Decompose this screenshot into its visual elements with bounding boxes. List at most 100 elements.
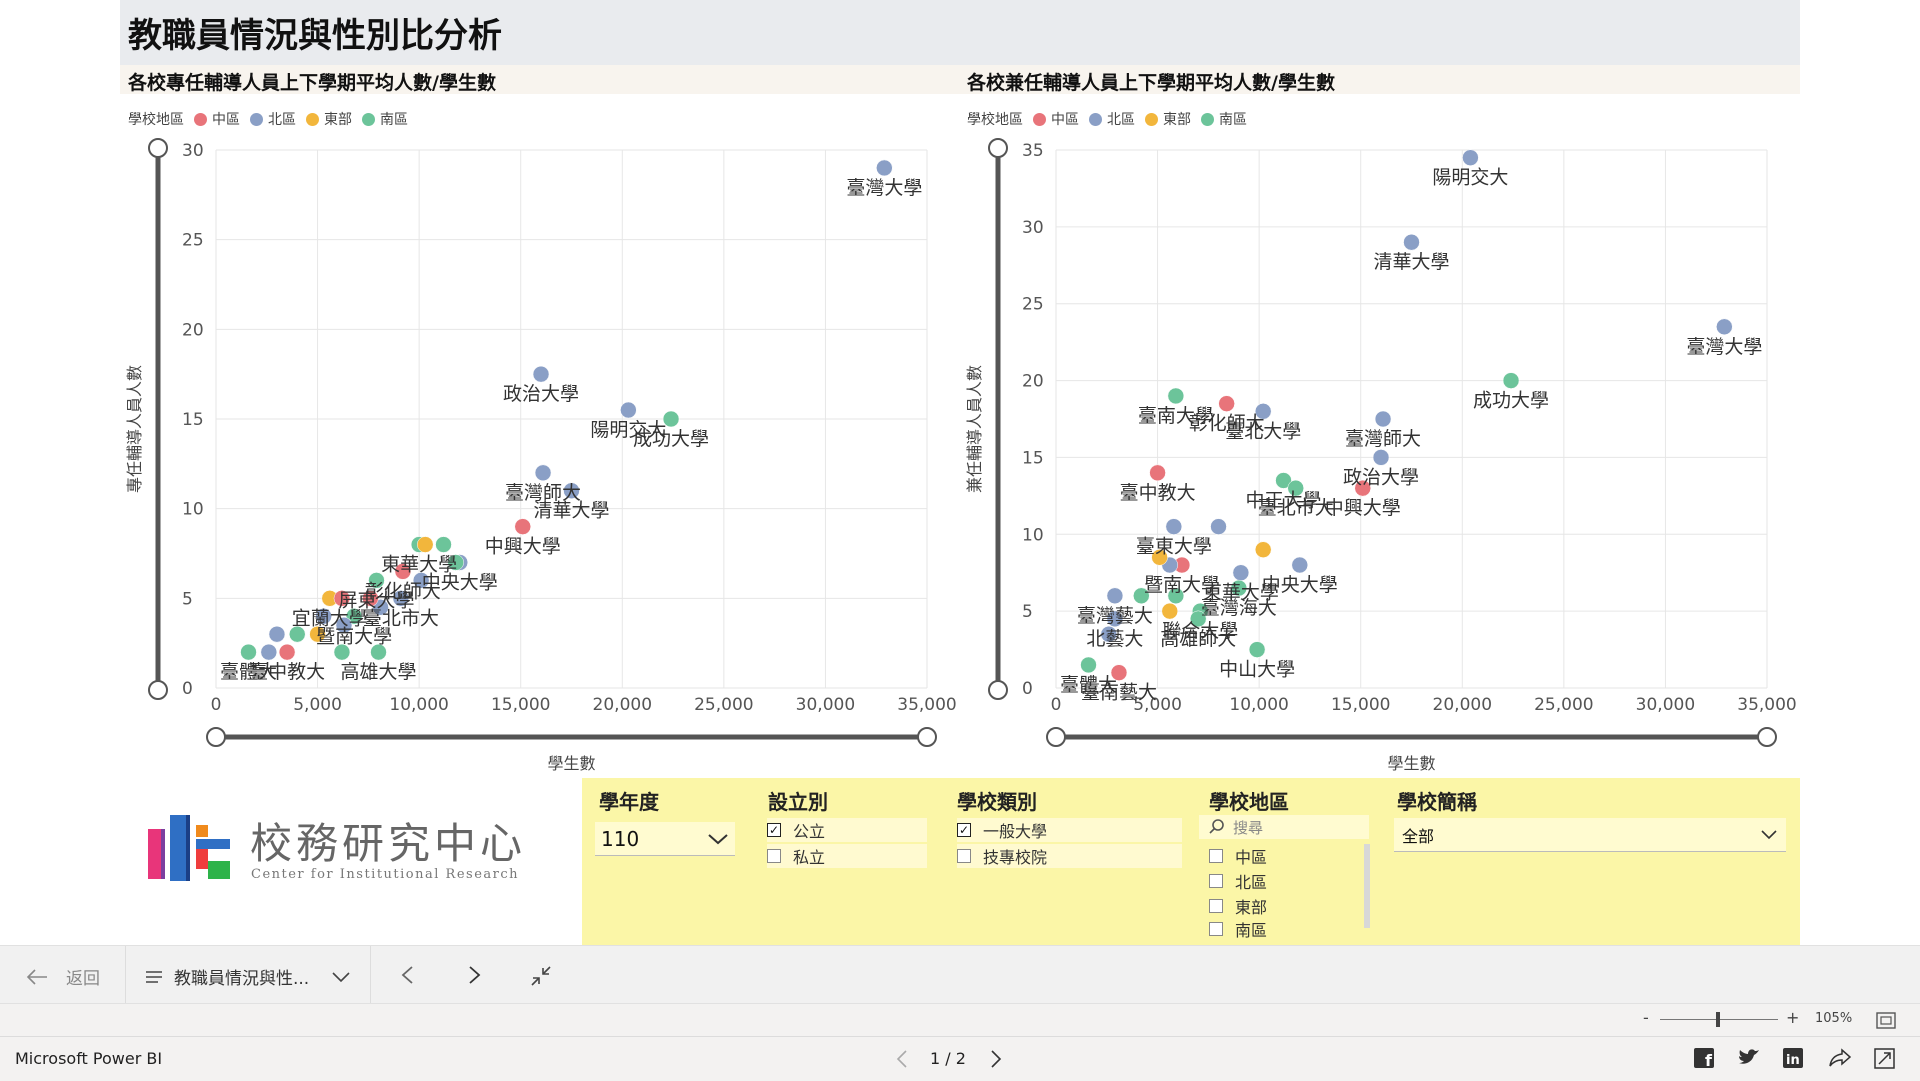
data-point[interactable] <box>563 482 580 499</box>
data-point[interactable] <box>1110 664 1128 681</box>
data-point[interactable] <box>416 536 434 553</box>
fullscreen-icon[interactable] <box>1874 1048 1895 1069</box>
chart-2-scatter[interactable]: 0 5 10 15 20 25 30 35 0 5,000 10,000 15,000 20,000 25… <box>960 130 1920 780</box>
fit-to-page-icon[interactable] <box>1876 1012 1896 1029</box>
data-point[interactable] <box>1354 479 1371 497</box>
checkbox-checked-icon[interactable]: ✓ <box>957 823 971 837</box>
data-point[interactable] <box>1080 656 1097 674</box>
legend-item-south[interactable]: 南區 <box>1219 112 1247 128</box>
data-point[interactable] <box>392 590 410 607</box>
zoom-in-button[interactable]: + <box>1786 1008 1800 1027</box>
data-point[interactable] <box>335 616 353 634</box>
x-range-handle-left[interactable] <box>1046 727 1066 747</box>
data-point[interactable] <box>1716 318 1733 336</box>
school-dropdown[interactable]: 全部 <box>1394 818 1786 852</box>
region-scrollbar[interactable] <box>1364 844 1370 928</box>
zoom-slider-thumb[interactable] <box>1716 1012 1720 1027</box>
data-point[interactable] <box>278 643 296 661</box>
legend-item-north[interactable]: 北區 <box>1107 112 1135 128</box>
previous-page-icon[interactable] <box>400 965 414 985</box>
checkbox-icon[interactable] <box>1209 899 1223 913</box>
chart-1-scatter[interactable]: 0 5 10 15 20 25 30 0 5,000 10,000 15,000 20,000 25,0… <box>0 130 960 780</box>
collapse-icon[interactable] <box>530 965 552 987</box>
data-point[interactable] <box>662 410 680 428</box>
back-button[interactable]: 返回 <box>26 964 100 989</box>
data-point[interactable] <box>1133 587 1150 605</box>
data-point[interactable] <box>1275 472 1292 489</box>
data-point[interactable] <box>1167 387 1185 405</box>
slicer-type-option-private[interactable]: 私立 <box>767 844 927 868</box>
data-point[interactable] <box>315 608 332 625</box>
data-point[interactable] <box>620 401 637 419</box>
x-range-handle-right[interactable] <box>917 727 937 747</box>
data-point[interactable] <box>1106 610 1124 628</box>
data-point[interactable] <box>876 159 893 177</box>
linkedin-icon[interactable]: in <box>1783 1048 1803 1068</box>
legend-item-east[interactable]: 東部 <box>1163 112 1191 128</box>
twitter-icon[interactable] <box>1738 1048 1760 1067</box>
slicer-region-option-north[interactable]: 北區 <box>1209 869 1359 893</box>
page-selector[interactable]: 教職員情況與性... <box>146 964 351 989</box>
legend-item-east[interactable]: 東部 <box>324 112 352 128</box>
data-point[interactable] <box>1462 149 1479 166</box>
data-point[interactable] <box>1210 518 1227 535</box>
region-search-box[interactable]: 搜尋 <box>1199 815 1369 839</box>
data-point[interactable] <box>1100 625 1118 643</box>
x-range-handle-right[interactable] <box>1757 727 1777 747</box>
share-icon[interactable] <box>1829 1048 1851 1068</box>
y-range-handle-bottom[interactable] <box>148 680 168 700</box>
data-point[interactable] <box>1374 410 1392 428</box>
y-range-handle-bottom[interactable] <box>988 680 1008 700</box>
data-point[interactable] <box>435 536 452 553</box>
data-point[interactable] <box>1372 449 1390 466</box>
data-point[interactable] <box>333 643 351 661</box>
x-range-handle-left[interactable] <box>206 727 226 747</box>
data-point[interactable] <box>1106 587 1124 605</box>
data-point[interactable] <box>268 625 286 643</box>
data-point[interactable] <box>240 643 257 661</box>
data-point[interactable] <box>1189 610 1207 628</box>
data-point[interactable] <box>333 590 351 607</box>
slicer-region-option-east[interactable]: 東部 <box>1209 894 1359 918</box>
slicer-type-option-public[interactable]: ✓ 公立 <box>767 818 927 842</box>
data-point[interactable] <box>309 625 326 643</box>
checkbox-icon[interactable] <box>1209 922 1223 936</box>
data-point[interactable] <box>447 554 464 571</box>
data-point[interactable] <box>394 563 412 580</box>
previous-page-icon[interactable] <box>895 1049 909 1069</box>
data-point[interactable] <box>1230 579 1248 597</box>
data-point[interactable] <box>1151 549 1168 566</box>
data-point[interactable] <box>1291 556 1309 574</box>
checkbox-checked-icon[interactable]: ✓ <box>767 823 781 837</box>
legend-item-central[interactable]: 中區 <box>1051 112 1079 128</box>
data-point[interactable] <box>1254 403 1272 420</box>
data-point[interactable] <box>289 625 306 643</box>
slicer-category-option-general[interactable]: ✓ 一般大學 <box>957 818 1182 842</box>
checkbox-icon[interactable] <box>767 849 781 863</box>
y-range-handle-top[interactable] <box>988 138 1008 158</box>
data-point[interactable] <box>514 518 531 535</box>
data-point[interactable] <box>1218 395 1235 412</box>
data-point[interactable] <box>1403 233 1420 251</box>
data-point[interactable] <box>1161 602 1179 620</box>
next-page-icon[interactable] <box>989 1049 1003 1069</box>
data-point[interactable] <box>362 590 379 607</box>
data-point[interactable] <box>1165 518 1183 535</box>
facebook-icon[interactable]: f <box>1694 1048 1714 1068</box>
slicer-region-option-central[interactable]: 中區 <box>1209 844 1359 868</box>
zoom-out-button[interactable]: - <box>1643 1008 1649 1027</box>
y-range-handle-top[interactable] <box>148 138 168 158</box>
year-dropdown[interactable]: 110 <box>595 822 735 856</box>
data-point[interactable] <box>534 464 552 482</box>
legend-item-north[interactable]: 北區 <box>268 112 296 128</box>
data-point[interactable] <box>1248 641 1266 658</box>
slicer-region-option-south[interactable]: 南區 <box>1209 919 1359 939</box>
data-point[interactable] <box>368 572 385 589</box>
data-point[interactable] <box>412 572 430 589</box>
next-page-icon[interactable] <box>468 965 482 985</box>
data-point[interactable] <box>1167 587 1185 605</box>
checkbox-icon[interactable] <box>1209 874 1223 888</box>
checkbox-icon[interactable] <box>957 849 971 863</box>
data-point[interactable] <box>1502 372 1520 389</box>
data-point[interactable] <box>1254 541 1272 558</box>
